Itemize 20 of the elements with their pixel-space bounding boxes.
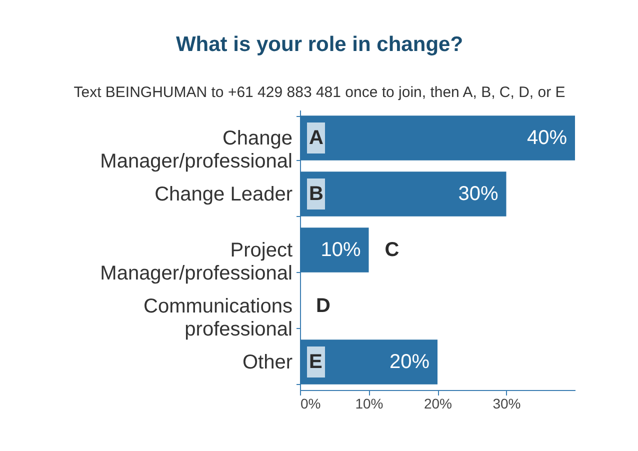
data-label: 20% [389,351,430,373]
x-tick-label: 30% [492,396,521,412]
annotation: D [316,295,330,317]
x-tick-label: 0% [300,396,321,412]
annotation: A [309,127,324,149]
x-tick-label: 10% [355,396,384,412]
y-tick-label: Change Leader [154,184,293,206]
data-label: 40% [526,127,568,149]
annotation: B [309,183,324,205]
chart-title: What is your role in change? [176,33,464,56]
chart-subtitle: Text BEINGHUMAN to +61 429 883 481 once to join, then A, B, C, D, or E [74,84,566,101]
y-tick-label: Communications professional [144,296,292,340]
x-tick-label: 20% [424,396,452,412]
annotation: C [384,239,400,261]
y-tick-label: Change Manager/professional [100,128,292,172]
data-label: 30% [458,183,498,205]
annotation: E [309,351,322,373]
y-tick-label: Other [242,352,293,374]
data-label: 10% [320,239,361,261]
y-tick-label: Project Manager/professional [100,240,293,284]
